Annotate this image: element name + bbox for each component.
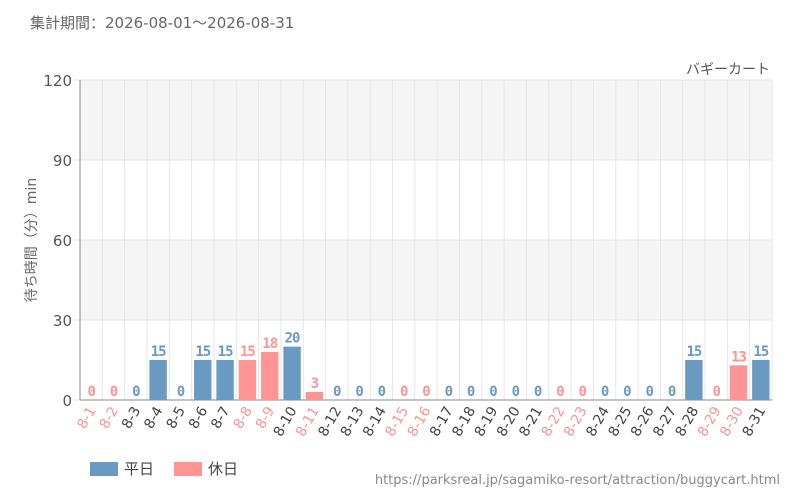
data-label: 0 bbox=[110, 384, 118, 400]
legend-label-weekday: 平日 bbox=[124, 460, 155, 478]
data-label: 0 bbox=[556, 384, 564, 400]
bar bbox=[261, 352, 279, 400]
data-label: 3 bbox=[311, 376, 319, 392]
data-label: 0 bbox=[333, 384, 341, 400]
data-label: 0 bbox=[489, 384, 497, 400]
x-tick-label: 8-2 bbox=[97, 404, 122, 432]
data-label: 0 bbox=[512, 384, 520, 400]
data-label: 0 bbox=[177, 384, 185, 400]
data-label: 15 bbox=[195, 344, 210, 360]
bar bbox=[305, 392, 324, 400]
bar bbox=[685, 360, 703, 400]
data-label: 15 bbox=[218, 344, 233, 360]
plot-band bbox=[80, 240, 772, 320]
data-label: 18 bbox=[262, 336, 277, 352]
legend-swatch-holiday bbox=[174, 461, 203, 476]
data-label: 0 bbox=[422, 384, 430, 400]
data-label: 0 bbox=[400, 384, 408, 400]
data-label: 15 bbox=[753, 344, 768, 360]
data-label: 0 bbox=[355, 384, 363, 400]
chart-title: バギーカート bbox=[686, 62, 770, 78]
bar bbox=[194, 360, 212, 400]
data-label: 0 bbox=[601, 384, 609, 400]
x-tick-label: 8-4 bbox=[141, 404, 166, 432]
data-label: 0 bbox=[445, 384, 453, 400]
plot-band bbox=[80, 80, 772, 160]
source-url: https://parksreal.jp/sagamiko-resort/att… bbox=[374, 473, 780, 488]
bar bbox=[149, 360, 167, 400]
data-label: 0 bbox=[87, 384, 95, 400]
y-tick-label: 120 bbox=[43, 72, 72, 90]
x-tick-label: 8-5 bbox=[164, 404, 189, 432]
legend-swatch-weekday bbox=[90, 461, 118, 476]
legend-label-holiday: 休日 bbox=[208, 460, 239, 478]
legend: 平日 休日 bbox=[90, 458, 258, 479]
legend-item-weekday[interactable]: 平日 bbox=[90, 458, 154, 479]
data-label: 15 bbox=[151, 344, 166, 360]
x-tick-label: 8-31 bbox=[740, 404, 770, 440]
data-label: 0 bbox=[534, 384, 542, 400]
bar bbox=[216, 360, 234, 400]
data-label: 20 bbox=[285, 331, 300, 347]
data-label: 13 bbox=[731, 349, 746, 365]
legend-item-holiday[interactable]: 休日 bbox=[174, 458, 238, 479]
data-label: 0 bbox=[378, 384, 386, 400]
x-tick-label: 8-8 bbox=[231, 404, 256, 432]
bar bbox=[283, 346, 301, 400]
period-label: 集計期間：2026-08-01～2026-08-31 bbox=[30, 14, 295, 32]
bar bbox=[729, 365, 748, 400]
data-label: 15 bbox=[240, 344, 255, 360]
y-tick-label: 0 bbox=[62, 392, 72, 410]
data-label: 15 bbox=[686, 344, 701, 360]
x-tick-label: 8-7 bbox=[208, 404, 233, 432]
data-label: 0 bbox=[646, 384, 654, 400]
x-tick-label: 8-3 bbox=[119, 404, 144, 432]
data-label: 0 bbox=[668, 384, 676, 400]
y-axis-label: 待ち時間（分）min bbox=[24, 178, 40, 302]
x-tick-label: 8-6 bbox=[186, 404, 211, 432]
data-label: 0 bbox=[579, 384, 587, 400]
y-tick-label: 90 bbox=[53, 152, 72, 170]
bar bbox=[238, 360, 257, 400]
data-label: 0 bbox=[132, 384, 140, 400]
y-tick-label: 60 bbox=[53, 232, 72, 250]
data-label: 0 bbox=[623, 384, 631, 400]
data-label: 0 bbox=[712, 384, 720, 400]
x-tick-label: 8-1 bbox=[74, 404, 99, 432]
data-label: 0 bbox=[467, 384, 475, 400]
bar bbox=[752, 360, 770, 400]
y-tick-label: 30 bbox=[53, 312, 72, 330]
